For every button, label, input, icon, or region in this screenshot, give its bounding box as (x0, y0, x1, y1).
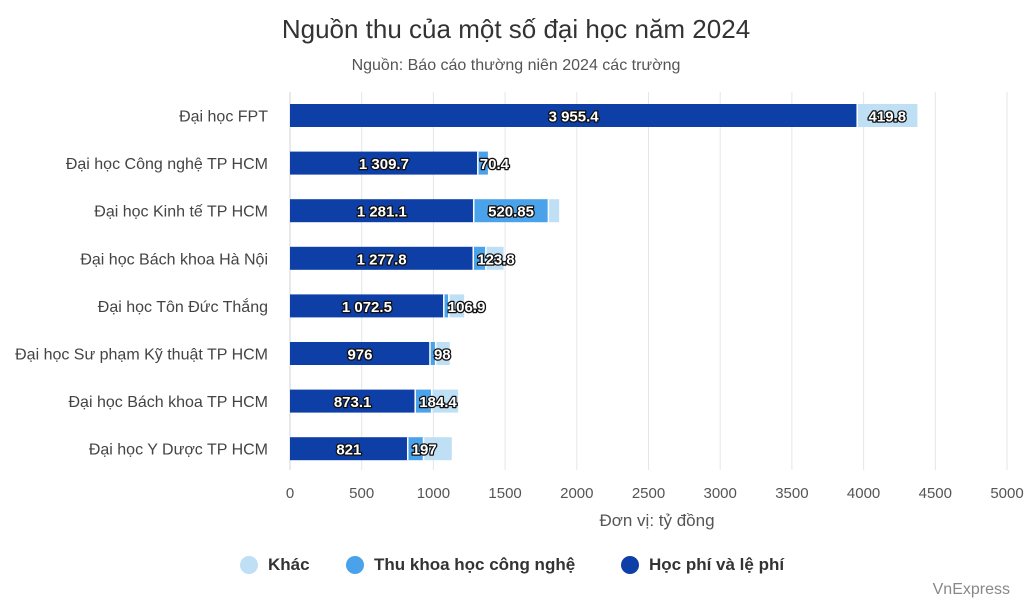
data-label: 520.85 (488, 204, 534, 221)
data-label: 976 (347, 347, 372, 364)
chart-subtitle: Nguồn: Báo cáo thường niên 2024 các trườ… (351, 57, 681, 74)
bar-segment (415, 389, 432, 413)
legend-dot-khac-icon (240, 556, 258, 574)
data-label: 3 955.4 (549, 109, 600, 126)
x-tick-label: 4500 (919, 485, 952, 502)
bar-segment (548, 199, 560, 223)
legend-dot-hoc-phi-icon (621, 556, 639, 574)
chart-title: Nguồn thu của một số đại học năm 2024 (281, 14, 751, 44)
chart-legend: Khác Thu khoa học công nghệ Học phí và l… (0, 555, 1032, 579)
bar-chart: 0 500 1000 1500 2000 2500 3000 3500 4000 4500 5000… (15, 92, 1024, 530)
bar-segment (290, 437, 408, 461)
x-axis-title: Đơn vị: tỷ đồng (599, 511, 714, 530)
data-label: 98 (434, 347, 451, 364)
data-label: 70.4 (480, 156, 510, 173)
data-label: 123.8 (477, 251, 515, 268)
bar-segment (477, 151, 488, 175)
legend-label-khac: Khác (268, 555, 310, 574)
bar-segment (290, 246, 474, 270)
legend-label-hoc-phi: Học phí và lệ phí (649, 555, 785, 574)
x-tick-label: 0 (286, 485, 294, 502)
bar-segment (429, 342, 436, 365)
bar-segment (290, 294, 444, 318)
x-tick-label: 2000 (560, 485, 593, 502)
legend-item-hoc-phi[interactable]: Học phí và lệ phí (621, 555, 784, 575)
bar-segment (290, 104, 858, 127)
x-tick-label: 1000 (417, 485, 450, 502)
x-tick-label: 3500 (775, 485, 808, 502)
bar-segment (423, 437, 452, 461)
bar-segment (473, 246, 486, 270)
x-tick-label: 2500 (632, 485, 665, 502)
bar-segment (448, 294, 465, 318)
bar-segment (290, 389, 416, 413)
legend-item-thu-khcn[interactable]: Thu khoa học công nghệ (346, 555, 575, 575)
data-label: 1 277.8 (357, 251, 407, 268)
x-tick-label: 5000 (990, 485, 1023, 502)
category-label: Đại học FPT (179, 109, 268, 126)
category-label: Đại học Tôn Đức Thắng (98, 297, 268, 316)
bar-segment (431, 389, 459, 413)
data-label: 106.9 (448, 299, 486, 316)
bar-segment (290, 199, 474, 223)
bar-segment (435, 342, 450, 365)
data-label: 1 281.1 (357, 204, 407, 221)
category-label: Đại học Kinh tế TP HCM (94, 204, 268, 221)
legend-label-thu-khcn: Thu khoa học công nghệ (374, 555, 576, 574)
x-tick-label: 1500 (488, 485, 521, 502)
x-tick-label: 3000 (704, 485, 737, 502)
data-label: 821 (336, 442, 361, 459)
data-label: 1 309.7 (359, 156, 409, 173)
category-label: Đại học Công nghệ TP HCM (66, 156, 268, 173)
category-label: Đại học Sư phạm Kỹ thuật TP HCM (15, 347, 268, 364)
data-label: 184.4 (419, 394, 457, 411)
bar-segment (473, 199, 549, 223)
data-label: 419.8 (869, 109, 907, 126)
x-tick-label: 4000 (847, 485, 880, 502)
bar-segment (485, 246, 504, 270)
data-label: 1 072.5 (342, 299, 392, 316)
category-label: Đại học Bách khoa Hà Nội (80, 251, 268, 268)
data-label: 197 (412, 442, 437, 459)
category-label: Đại học Y Dược TP HCM (89, 442, 268, 459)
bar-segment (443, 294, 449, 318)
x-tick-label: 500 (349, 485, 374, 502)
category-label: Đại học Bách khoa TP HCM (69, 394, 269, 411)
data-label: 873.1 (334, 394, 372, 411)
bar-segment (857, 104, 918, 127)
bar-segment (290, 342, 430, 365)
legend-item-khac[interactable]: Khác (240, 555, 310, 575)
legend-dot-thu-khcn-icon (346, 556, 364, 574)
bar-segment (290, 151, 478, 175)
source-credit: VnExpress (932, 581, 1010, 598)
bar-segment (407, 437, 424, 461)
